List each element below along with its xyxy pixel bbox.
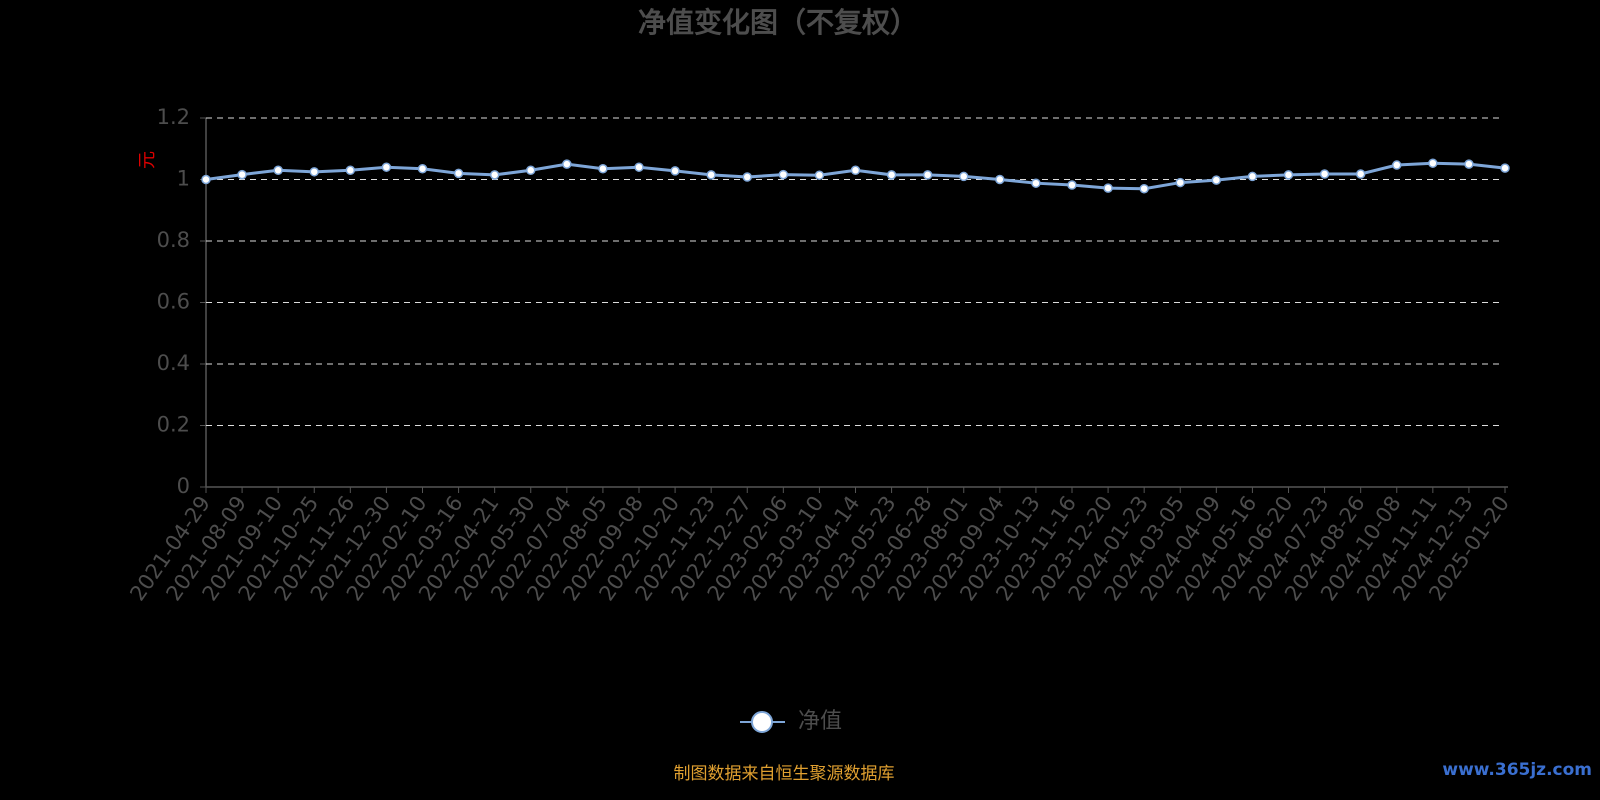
source-note: 制图数据来自恒生聚源数据库	[674, 764, 895, 784]
point	[778, 169, 789, 180]
watermark: www.365jz.com	[1442, 760, 1592, 780]
point	[1283, 170, 1294, 180]
y-tick-label: 0.2	[157, 413, 190, 437]
point	[1319, 169, 1330, 179]
point	[1103, 183, 1113, 193]
point	[417, 163, 428, 174]
point	[850, 165, 861, 176]
point	[1500, 163, 1510, 173]
point	[634, 162, 644, 172]
point	[1175, 177, 1185, 188]
y-tick-label: 0.6	[157, 290, 190, 314]
point	[670, 166, 680, 176]
point	[201, 174, 211, 185]
legend-marker[interactable]	[751, 711, 773, 733]
point	[1067, 180, 1077, 190]
point	[1247, 171, 1258, 182]
point	[237, 169, 247, 180]
point	[381, 162, 392, 172]
point	[706, 170, 716, 180]
y-tick-label: 1.2	[157, 105, 190, 129]
point	[453, 168, 464, 179]
point	[922, 170, 933, 180]
point	[1139, 183, 1149, 194]
point	[1464, 159, 1474, 169]
point	[1031, 178, 1041, 188]
y-axis-label: 元	[137, 151, 158, 169]
point	[526, 165, 536, 176]
point	[598, 163, 608, 174]
point	[814, 170, 825, 180]
point	[562, 159, 572, 169]
point	[309, 167, 319, 177]
y-tick-label: 0.4	[157, 351, 190, 375]
point	[273, 165, 283, 176]
point	[995, 174, 1005, 185]
legend-label[interactable]: 净值	[798, 709, 842, 734]
point	[959, 171, 969, 182]
point	[1355, 169, 1366, 179]
point	[1211, 175, 1222, 185]
point	[1392, 160, 1402, 170]
y-tick-label: 0	[177, 474, 190, 498]
point	[742, 172, 752, 182]
point	[489, 170, 500, 180]
point	[886, 170, 897, 180]
point	[1428, 158, 1438, 168]
point	[345, 165, 356, 176]
y-tick-label: 0.8	[157, 228, 190, 252]
y-tick-label: 1	[177, 167, 190, 191]
chart-title: 净值变化图（不复权）	[638, 6, 918, 39]
